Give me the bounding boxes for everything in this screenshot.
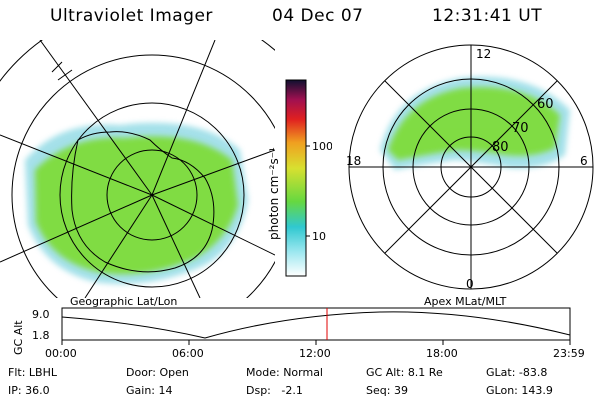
altitude-ylabel: GC Alt (12, 320, 25, 355)
seq-field: Seq: 39 (366, 384, 408, 397)
aurora-oval (388, 87, 560, 160)
altitude-curve (61, 311, 571, 339)
gcalt-value: 8.1 Re (407, 366, 443, 379)
colorbar-unit-label: photon cm⁻²s⁻¹ (267, 147, 281, 240)
time-tick-0600: 06:00 (172, 347, 204, 360)
time-label: 12:31:41 UT (432, 6, 543, 26)
mlt-label-12: 12 (476, 47, 491, 61)
colorbar-tick-10: 10 (312, 230, 326, 243)
mlat-label-60: 60 (537, 97, 554, 112)
aurora-emission (35, 136, 238, 275)
mlt-label-18: 18 (346, 154, 361, 168)
time-tick-1800: 18:00 (426, 347, 458, 360)
glat-value: -83.8 (518, 366, 548, 379)
glon-field: GLon: 143.9 (486, 384, 553, 397)
mode-field: Mode: Normal (246, 366, 323, 379)
geographic-label: Geographic Lat/Lon (70, 295, 178, 308)
geographic-map (0, 40, 275, 298)
ip-value: 36.0 (25, 384, 50, 397)
flt-value: LBHL (28, 366, 57, 379)
colorbar: 100 10 photon cm⁻²s⁻¹ (267, 79, 332, 277)
altitude-frame (61, 307, 571, 341)
colorbar-tick-100: 100 (312, 140, 332, 153)
altitude-ytick-min: 1.8 (32, 329, 50, 342)
coastline (71, 131, 215, 273)
dsp-value: -2.1 (281, 384, 303, 397)
polar-mlt-map: 12 18 6 0 60 70 80 (346, 44, 594, 291)
door-value: Open (159, 366, 189, 379)
altitude-plot: GC Alt 9.0 1.8 00:00 06:00 12:00 18:00 2… (12, 307, 585, 360)
mlat-label-80: 80 (492, 140, 509, 155)
ip-field: IP: 36.0 (8, 384, 50, 397)
gain-field: Gain: 14 (126, 384, 173, 397)
app-title: Ultraviolet Imager (50, 6, 213, 26)
time-tick-2359: 23:59 (553, 347, 585, 360)
gcalt-field: GC Alt: 8.1 Re (366, 366, 443, 379)
glat-field: GLat: -83.8 (486, 366, 548, 379)
mlt-label-6: 6 (580, 154, 588, 168)
mlat-label-70: 70 (512, 121, 529, 136)
apex-label: Apex MLat/MLT (424, 295, 507, 308)
time-tick-1200: 12:00 (299, 347, 331, 360)
glon-value: 143.9 (521, 384, 553, 397)
seq-value: 39 (393, 384, 408, 397)
door-field: Door: Open (126, 366, 189, 379)
dsp-field: Dsp: -2.1 (246, 384, 303, 397)
gain-value: 14 (158, 384, 173, 397)
mlt-label-0: 0 (466, 277, 474, 291)
colorbar-gradient (285, 79, 307, 277)
flt-field: Flt: LBHL (8, 366, 57, 379)
mode-value: Normal (283, 366, 323, 379)
altitude-ytick-max: 9.0 (32, 308, 50, 321)
time-tick-0000: 00:00 (45, 347, 77, 360)
date-label: 04 Dec 07 (272, 6, 364, 26)
